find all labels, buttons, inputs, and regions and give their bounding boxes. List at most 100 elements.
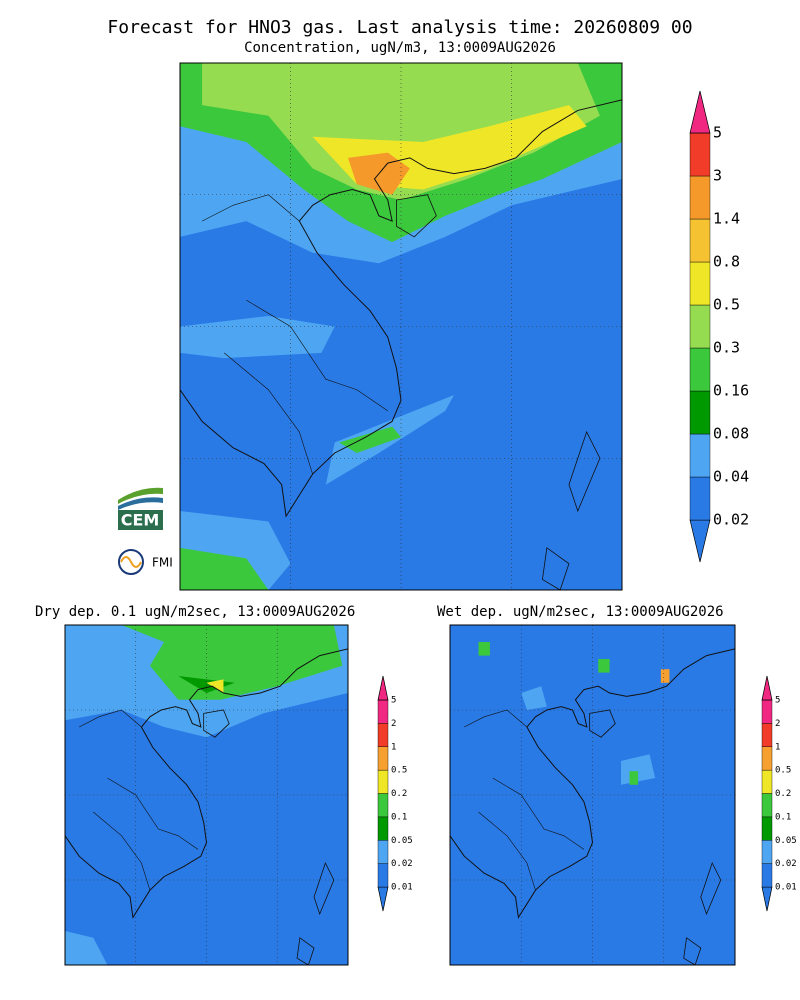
colorbar-label: 0.04 [713, 468, 749, 486]
map-layer [65, 625, 348, 965]
map [179, 62, 623, 591]
colorbar-segment [761, 746, 773, 771]
colorbar-label: 0.16 [713, 382, 749, 400]
colorbar-label: 0.05 [391, 836, 413, 846]
colorbar-label: 0.1 [391, 812, 407, 822]
title: Forecast for HNO3 gas. Last analysis tim… [107, 17, 692, 38]
island [203, 709, 230, 738]
colorbar-segment [377, 746, 389, 771]
concentration-area [629, 771, 639, 785]
colorbar-label: 2 [775, 719, 780, 729]
colorbar-label: 2 [391, 719, 396, 729]
border [246, 299, 388, 412]
colorbar-label: 0.5 [391, 766, 407, 776]
colorbar-segment [689, 476, 711, 521]
map-frame [64, 624, 349, 966]
concentration-area [660, 669, 670, 683]
colorbar-label: 0.5 [713, 296, 740, 314]
border [107, 777, 199, 850]
border [464, 709, 528, 728]
panel-title: Dry dep. 0.1 ugN/m2sec, 13:0009AUG2026 [35, 604, 355, 620]
colorbar-segment [689, 304, 711, 349]
border [224, 352, 313, 475]
island [683, 937, 702, 965]
border [478, 811, 536, 891]
border [492, 777, 585, 850]
colorbar-end [689, 519, 711, 563]
map-layer [450, 625, 735, 965]
colorbar-label: 0.01 [775, 883, 797, 893]
colorbar-segment [377, 699, 389, 724]
island [589, 709, 616, 738]
island [568, 430, 601, 513]
colorbar-label: 0.08 [713, 425, 749, 443]
concentration-area [521, 686, 547, 710]
fmi-logo: FMI [118, 549, 173, 575]
colorbar-end [761, 675, 773, 701]
colorbar-segment [377, 863, 389, 888]
map [64, 624, 349, 966]
logo-wave [120, 556, 142, 568]
logo-circle [118, 549, 144, 575]
colorbar-end [377, 886, 389, 912]
colorbar-segment [689, 390, 711, 435]
colorbar: 0.02 0.04 0.08 0.16 0.3 0.5 0.8 1.4 3 5 [689, 90, 749, 563]
concentration-area [121, 625, 343, 700]
concentration-area [178, 676, 235, 693]
colorbar-label: 0.02 [713, 511, 749, 529]
colorbar-segment [377, 793, 389, 818]
colorbar-segment [761, 840, 773, 864]
colorbar-label: 5 [775, 696, 780, 706]
colorbar-segment [761, 699, 773, 724]
colorbar-label: 0.02 [775, 859, 797, 869]
colorbar-segment [761, 769, 773, 794]
border [93, 811, 151, 891]
colorbar-segment [377, 769, 389, 794]
colorbar-segment [689, 347, 711, 392]
colorbar-segment [689, 261, 711, 306]
map-frame [179, 62, 623, 591]
island [296, 937, 315, 965]
map-layer [180, 63, 622, 590]
concentration-area [598, 659, 610, 673]
panel-title: Wet dep. ugN/m2sec, 13:0009AUG2026 [437, 604, 724, 620]
colorbar-label: 5 [713, 124, 722, 142]
border [79, 709, 142, 728]
colorbar-segment [761, 793, 773, 818]
colorbar-label: 3 [713, 167, 722, 185]
colorbar-label: 0.5 [775, 766, 791, 776]
cem-logo: CEM [117, 484, 163, 530]
colorbar-end [761, 886, 773, 912]
border [201, 194, 300, 222]
logo-swoosh [118, 497, 163, 510]
colorbar-end [689, 90, 711, 134]
colorbar-label: 1.4 [713, 210, 740, 228]
logo-bar [118, 510, 163, 530]
colorbar-label: 0.3 [713, 339, 740, 357]
colorbar-segment [689, 218, 711, 263]
colorbar-segment [761, 863, 773, 888]
island [700, 861, 722, 916]
colorbar: 0.01 0.02 0.05 0.1 0.2 0.5 1 2 5 [377, 675, 413, 912]
concentration-area [65, 931, 108, 965]
colorbar-segment [377, 840, 389, 864]
map-frame [449, 624, 736, 966]
concentration-area [339, 426, 401, 453]
colorbar-label: 0.05 [775, 836, 797, 846]
colorbar-label: 0.2 [391, 789, 407, 799]
logo-text: CEM [121, 511, 160, 530]
subtitle: Concentration, ugN/m3, 13:0009AUG2026 [244, 40, 556, 56]
colorbar-label: 0.1 [775, 812, 791, 822]
island [542, 547, 570, 590]
colorbar: 0.01 0.02 0.05 0.1 0.2 0.5 1 2 5 [761, 675, 797, 912]
colorbar-segment [761, 816, 773, 841]
concentration-area [478, 642, 490, 656]
concentration-area [206, 679, 224, 693]
concentration-area [180, 547, 269, 590]
colorbar-label: 1 [775, 742, 780, 752]
colorbar-label: 0.2 [775, 789, 791, 799]
colorbar-label: 0.02 [391, 859, 413, 869]
island [396, 194, 437, 238]
logo-text: FMI [152, 556, 173, 570]
